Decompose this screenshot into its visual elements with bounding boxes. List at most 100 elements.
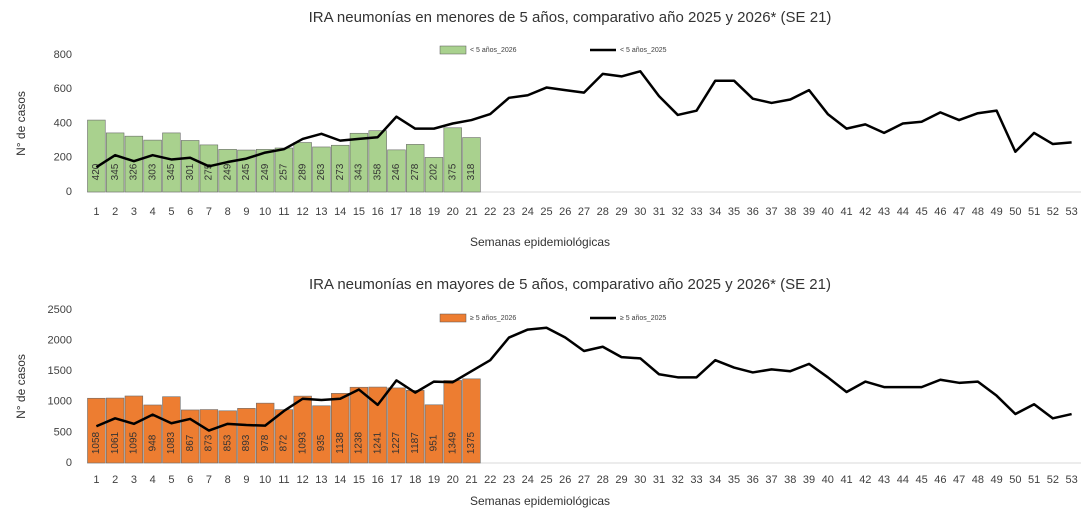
y-tick-label: 500 [54, 426, 72, 438]
bar [462, 378, 481, 464]
x-tick-label: 45 [915, 474, 927, 486]
x-tick-label: 39 [803, 474, 815, 486]
x-tick-label: 24 [522, 474, 534, 486]
x-tick-label: 30 [634, 206, 646, 218]
x-tick-label: 53 [1065, 206, 1077, 218]
bar [368, 386, 387, 464]
data-label: 867 [185, 434, 196, 451]
x-tick-label: 38 [784, 474, 796, 486]
bar [462, 137, 481, 193]
x-tick-label: 11 [278, 206, 289, 218]
x-tick-label: 20 [447, 474, 459, 486]
data-label: 1058 [91, 431, 102, 454]
data-label: 1227 [391, 431, 402, 454]
data-label: 345 [110, 163, 121, 180]
x-tick-label: 10 [259, 474, 271, 486]
bar [443, 380, 462, 464]
x-tick-label: 43 [878, 474, 890, 486]
x-tick-label: 37 [765, 206, 777, 218]
x-tick-label: 46 [934, 206, 946, 218]
x-tick-label: 41 [840, 206, 852, 218]
x-tick-label: 23 [503, 474, 515, 486]
line [95, 70, 1072, 169]
x-tick-label: 1 [93, 206, 99, 218]
x-tick-label: 13 [315, 474, 327, 486]
data-label: 1375 [466, 431, 477, 454]
x-tick-label: 17 [390, 206, 402, 218]
x-tick-label: 16 [372, 206, 384, 218]
chart-title: IRA neumonías en mayores de 5 años, comp… [309, 276, 831, 293]
data-label: 853 [222, 434, 233, 451]
bar [443, 127, 462, 193]
data-label: 1095 [129, 431, 140, 454]
y-axis-title: N° de casos [14, 354, 28, 419]
data-label: 1241 [372, 431, 383, 454]
x-tick-label: 17 [390, 474, 402, 486]
x-tick-label: 49 [990, 206, 1002, 218]
legend-swatch [439, 313, 467, 323]
bar [293, 142, 312, 193]
bar [143, 139, 162, 193]
x-tick-label: 21 [465, 474, 477, 486]
data-label: 420 [91, 163, 102, 180]
legend-label: < 5 años_2025 [620, 47, 667, 54]
bar [255, 402, 275, 464]
x-tick-label: 41 [840, 474, 852, 486]
x-tick-label: 5 [168, 206, 174, 218]
x-tick-label: 44 [897, 474, 909, 486]
x-tick-label: 25 [540, 206, 552, 218]
x-tick-label: 7 [206, 206, 212, 218]
data-label: 275 [204, 163, 215, 180]
x-tick-label: 11 [278, 474, 289, 486]
data-label: 278 [410, 163, 421, 180]
x-tick-label: 33 [690, 206, 702, 218]
data-label: 1083 [166, 431, 177, 454]
x-tick-label: 42 [859, 206, 871, 218]
x-tick-label: 34 [709, 206, 721, 218]
y-tick-label: 400 [54, 117, 72, 129]
x-tick-label: 23 [503, 206, 515, 218]
x-tick-label: 27 [578, 474, 590, 486]
bar [105, 132, 125, 193]
data-label: 1093 [297, 431, 308, 454]
x-tick-label: 48 [972, 206, 984, 218]
x-tick-label: 34 [709, 474, 721, 486]
data-label: 289 [297, 163, 308, 180]
x-tick-label: 5 [168, 474, 174, 486]
bar [368, 130, 387, 193]
bar [406, 390, 425, 464]
x-tick-label: 50 [1009, 206, 1021, 218]
x-tick-label: 7 [206, 474, 212, 486]
x-tick-label: 10 [259, 206, 271, 218]
bar [105, 397, 125, 464]
bar [349, 386, 369, 464]
x-tick-label: 33 [690, 474, 702, 486]
bar [349, 132, 369, 193]
data-label: 935 [316, 434, 327, 451]
data-label: 202 [429, 163, 440, 180]
x-tick-label: 28 [597, 474, 609, 486]
legend-swatch [439, 45, 467, 55]
x-tick-label: 36 [747, 474, 759, 486]
data-label: 257 [279, 163, 290, 180]
x-tick-label: 47 [953, 206, 965, 218]
x-tick-label: 36 [747, 206, 759, 218]
bar [424, 404, 444, 464]
x-tick-label: 4 [150, 206, 156, 218]
x-tick-label: 19 [428, 206, 440, 218]
x-tick-label: 32 [672, 206, 684, 218]
x-tick-label: 51 [1028, 206, 1040, 218]
x-tick-label: 40 [822, 206, 834, 218]
x-tick-label: 2 [112, 206, 118, 218]
y-tick-label: 1500 [48, 365, 72, 377]
x-axis-title: Semanas epidemiológicas [470, 494, 610, 508]
data-label: 1238 [354, 431, 365, 454]
x-tick-label: 24 [522, 206, 534, 218]
x-tick-label: 48 [972, 474, 984, 486]
data-label: 301 [185, 163, 196, 180]
x-tick-label: 20 [447, 206, 459, 218]
x-tick-label: 27 [578, 206, 590, 218]
data-label: 245 [241, 163, 252, 180]
x-tick-label: 46 [934, 474, 946, 486]
